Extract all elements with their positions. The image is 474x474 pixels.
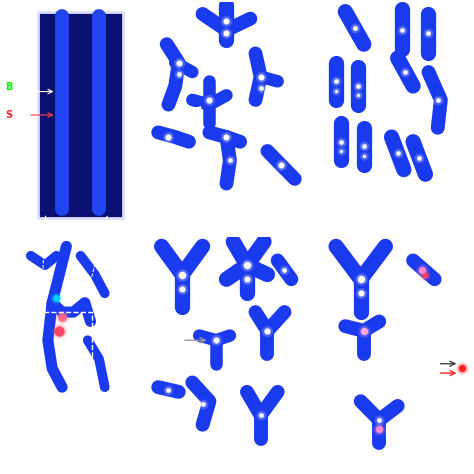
Text: B: B [5,82,13,92]
Text: S: S [5,110,12,120]
Text: b: b [153,206,167,225]
Text: c: c [441,206,453,225]
Bar [38,312,92,406]
Bar [38,12,123,218]
Text: e: e [441,443,454,462]
Text: d: d [153,443,167,462]
